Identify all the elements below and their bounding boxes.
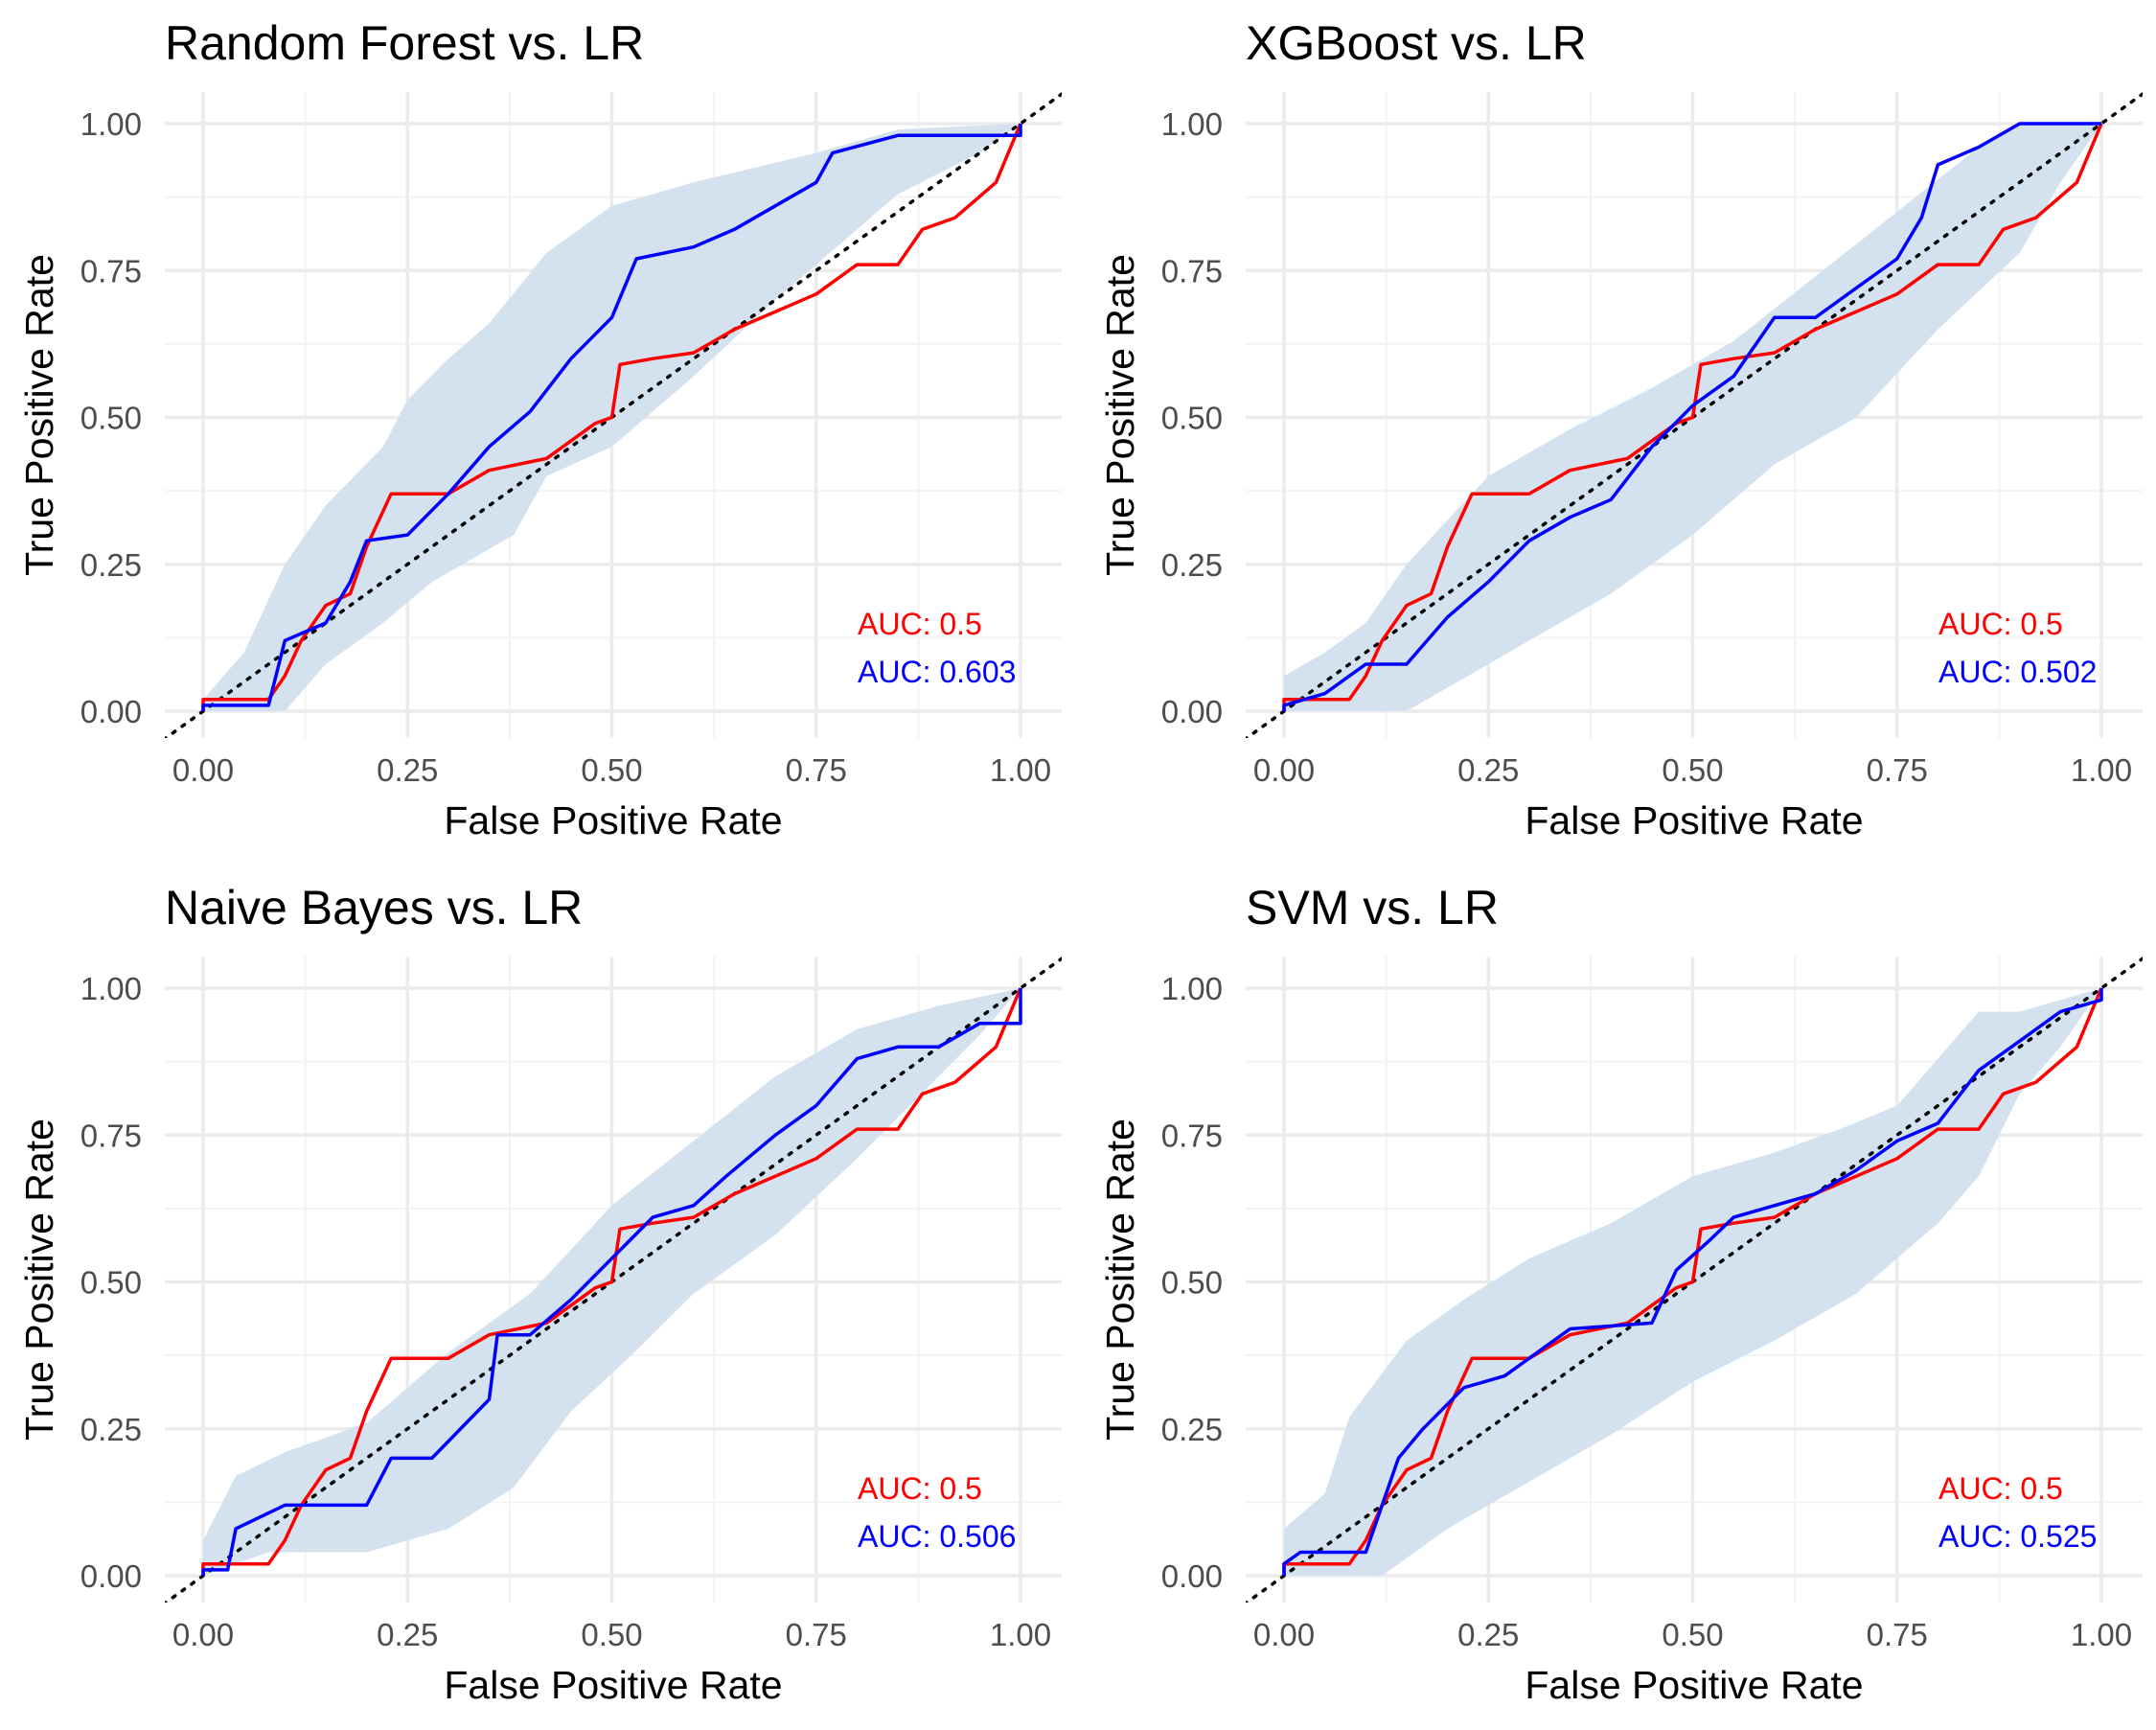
chart-title: Random Forest vs. LR xyxy=(165,16,644,70)
y-tick-label: 1.00 xyxy=(1161,106,1223,142)
y-tick-label: 0.00 xyxy=(80,1558,142,1594)
x-tick-label: 0.25 xyxy=(1457,1617,1519,1652)
x-tick-label: 0.00 xyxy=(1253,752,1315,788)
chart-title: Naive Bayes vs. LR xyxy=(165,881,583,934)
y-tick-label: 1.00 xyxy=(80,971,142,1006)
y-tick-label: 0.75 xyxy=(80,1118,142,1153)
x-tick-label: 1.00 xyxy=(2071,752,2132,788)
roc-line-model xyxy=(201,124,1022,711)
x-tick-label: 0.25 xyxy=(1457,752,1519,788)
auc-annotation: AUC: 0.5 xyxy=(858,1471,982,1506)
y-axis-title: True Positive Rate xyxy=(17,1119,61,1441)
y-axis-title: True Positive Rate xyxy=(17,254,61,576)
chart-title: XGBoost vs. LR xyxy=(1246,16,1587,70)
x-axis-title: False Positive Rate xyxy=(1525,798,1863,842)
y-tick-label: 0.50 xyxy=(1161,1265,1223,1301)
x-tick-label: 0.50 xyxy=(1662,1617,1723,1652)
auc-annotation: AUC: 0.506 xyxy=(858,1519,1016,1554)
x-tick-label: 0.00 xyxy=(172,1617,234,1652)
y-tick-label: 0.00 xyxy=(1161,1558,1223,1594)
auc-annotation: AUC: 0.5 xyxy=(1938,1471,2063,1506)
y-tick-label: 1.00 xyxy=(1161,971,1223,1006)
chart-panel-2: XGBoost vs. LR 0.00 0.25 0.50 0.75 1.00 0.00 0.… xyxy=(1098,16,2143,842)
y-tick-label: 1.00 xyxy=(80,106,142,142)
auc-annotation: AUC: 0.502 xyxy=(1938,655,2097,689)
x-tick-label: 0.50 xyxy=(581,752,642,788)
roc-line-model xyxy=(1282,988,2103,1576)
auc-annotation: AUC: 0.525 xyxy=(1938,1519,2097,1554)
x-tick-label: 0.50 xyxy=(1662,752,1723,788)
y-tick-label: 0.50 xyxy=(80,1265,142,1301)
y-tick-label: 0.25 xyxy=(80,547,142,583)
auc-annotation: AUC: 0.5 xyxy=(858,607,982,641)
y-tick-label: 0.25 xyxy=(1161,1412,1223,1447)
chart-panel-1: Random Forest vs. LR 0.00 0.25 0.50 0.75 1.00… xyxy=(17,16,1062,842)
x-axis-title: False Positive Rate xyxy=(444,1663,782,1707)
x-tick-label: 1.00 xyxy=(990,752,1051,788)
x-tick-label: 0.00 xyxy=(172,752,234,788)
y-tick-label: 0.25 xyxy=(1161,547,1223,583)
x-tick-label: 1.00 xyxy=(990,1617,1051,1652)
roc-line-lr xyxy=(201,123,1022,711)
auc-annotation: AUC: 0.603 xyxy=(858,655,1016,689)
x-tick-label: 0.75 xyxy=(1867,1617,1928,1652)
auc-annotation: AUC: 0.5 xyxy=(1938,607,2063,641)
x-tick-label: 0.75 xyxy=(786,752,847,788)
x-tick-label: 1.00 xyxy=(2071,1617,2132,1652)
x-axis-title: False Positive Rate xyxy=(1525,1663,1863,1707)
chart-panel-4: SVM vs. LR 0.00 0.25 0.50 0.75 1.00 0.00 0.25 0.… xyxy=(1098,881,2143,1707)
x-tick-label: 0.50 xyxy=(581,1617,642,1652)
y-axis-title: True Positive Rate xyxy=(1098,254,1142,576)
x-tick-label: 0.00 xyxy=(1253,1617,1315,1652)
y-tick-label: 0.25 xyxy=(80,1412,142,1447)
chart-panel-3: Naive Bayes vs. LR 0.00 0.25 0.50 0.75 1.00 0.… xyxy=(17,881,1062,1707)
y-axis-title: True Positive Rate xyxy=(1098,1119,1142,1441)
x-tick-label: 0.75 xyxy=(1867,752,1928,788)
y-tick-label: 0.75 xyxy=(1161,253,1223,288)
x-tick-label: 0.25 xyxy=(377,1617,438,1652)
y-tick-label: 0.75 xyxy=(80,253,142,288)
y-tick-label: 0.75 xyxy=(1161,1118,1223,1153)
y-tick-label: 0.50 xyxy=(1161,401,1223,436)
roc-line-model xyxy=(1282,122,2101,711)
y-tick-label: 0.50 xyxy=(80,401,142,436)
y-tick-label: 0.00 xyxy=(80,694,142,729)
chart-title: SVM vs. LR xyxy=(1246,881,1499,934)
x-axis-title: False Positive Rate xyxy=(444,798,782,842)
roc-line-model xyxy=(201,988,1022,1576)
x-tick-label: 0.25 xyxy=(377,752,438,788)
y-tick-label: 0.00 xyxy=(1161,694,1223,729)
x-tick-label: 0.75 xyxy=(786,1617,847,1652)
